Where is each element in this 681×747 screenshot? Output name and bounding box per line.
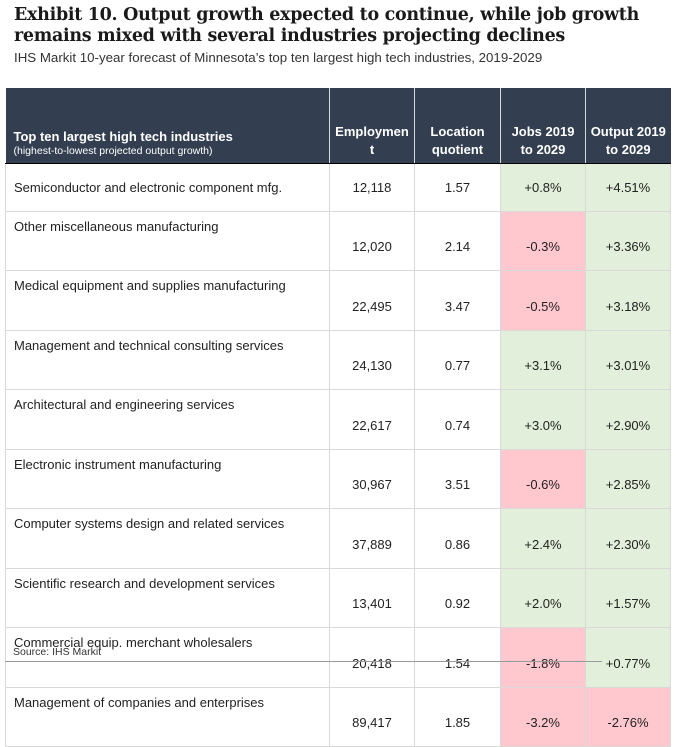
- table-row: Computer systems design and related serv…: [5, 508, 671, 569]
- jobs-change-cell: -0.3%: [500, 210, 586, 271]
- output-change-cell: +3.01%: [585, 329, 671, 390]
- industry-cell: Medical equipment and supplies manufactu…: [5, 270, 330, 331]
- employment-cell: 24,130: [329, 329, 415, 390]
- header-employment-label: Employmen t: [335, 124, 409, 157]
- location-quotient-cell: 1.54: [414, 627, 501, 688]
- location-quotient-cell: 0.86: [414, 508, 501, 569]
- output-change-cell: +2.85%: [585, 448, 671, 509]
- table-row: Management of companies and enterprises 8…: [5, 686, 671, 747]
- output-change-cell: +0.77%: [585, 627, 671, 688]
- location-quotient-cell: 0.92: [414, 567, 501, 628]
- industry-cell: Management of companies and enterprises: [5, 686, 330, 747]
- header-output-label: Output 2019 to 2029: [590, 124, 666, 157]
- header-jobs: Jobs 2019 to 2029: [500, 88, 586, 164]
- source-note: Source: IHS Markit: [13, 646, 102, 658]
- location-quotient-cell: 2.14: [414, 210, 501, 271]
- jobs-change-cell: +3.0%: [500, 389, 586, 450]
- industries-table: Top ten largest high tech industries (hi…: [5, 88, 671, 747]
- exhibit-title: Exhibit 10. Output growth expected to co…: [14, 5, 640, 46]
- employment-cell: 89,417: [329, 686, 415, 747]
- table-row: Electronic instrument manufacturing 30,96…: [5, 448, 671, 509]
- header-output: Output 2019 to 2029: [585, 88, 671, 164]
- table-row: Architectural and engineering services 22…: [5, 389, 671, 450]
- output-change-cell: +2.90%: [585, 389, 671, 450]
- jobs-change-cell: -0.6%: [500, 448, 586, 509]
- table-row: Medical equipment and supplies manufactu…: [5, 270, 671, 331]
- jobs-change-cell: +2.4%: [500, 508, 586, 569]
- table-body: Semiconductor and electronic component m…: [5, 163, 671, 747]
- output-change-cell: +3.18%: [585, 270, 671, 331]
- header-location-quotient: Location quotient: [414, 88, 501, 164]
- table-header-row: Top ten largest high tech industries (hi…: [5, 88, 671, 164]
- industry-cell: Semiconductor and electronic component m…: [5, 163, 330, 212]
- industry-cell: Management and technical consulting serv…: [5, 329, 330, 390]
- employment-cell: 12,118: [329, 163, 415, 212]
- header-industry-subtitle: (highest-to-lowest projected output grow…: [13, 145, 213, 157]
- jobs-change-cell: -3.2%: [500, 686, 586, 747]
- header-location-quotient-label: Location quotient: [430, 124, 485, 157]
- jobs-change-cell: +3.1%: [500, 329, 586, 390]
- location-quotient-cell: 3.51: [414, 448, 501, 509]
- output-change-cell: +4.51%: [585, 163, 671, 212]
- source-divider: [5, 661, 602, 662]
- output-change-cell: -2.76%: [585, 686, 671, 747]
- industry-cell: Computer systems design and related serv…: [5, 508, 330, 569]
- location-quotient-cell: 3.47: [414, 270, 501, 331]
- output-change-cell: +3.36%: [585, 210, 671, 271]
- exhibit-subtitle: IHS Markit 10-year forecast of Minnesota…: [14, 50, 543, 65]
- location-quotient-cell: 1.57: [414, 163, 501, 212]
- table-row: Commercial equip. merchant wholesalers 20…: [5, 627, 671, 688]
- jobs-change-cell: +0.8%: [500, 163, 586, 212]
- table-row: Scientific research and development serv…: [5, 567, 671, 628]
- output-change-cell: +2.30%: [585, 508, 671, 569]
- output-change-cell: +1.57%: [585, 567, 671, 628]
- industry-cell: Architectural and engineering services: [5, 389, 330, 450]
- header-jobs-label: Jobs 2019 to 2029: [511, 124, 575, 157]
- header-industry: Top ten largest high tech industries (hi…: [5, 88, 330, 164]
- jobs-change-cell: +2.0%: [500, 567, 586, 628]
- industry-cell: Electronic instrument manufacturing: [5, 448, 330, 509]
- jobs-change-cell: -1.8%: [500, 627, 586, 688]
- location-quotient-cell: 1.85: [414, 686, 501, 747]
- employment-cell: 30,967: [329, 448, 415, 509]
- header-employment: Employmen t: [329, 88, 415, 164]
- industry-cell: Other miscellaneous manufacturing: [5, 210, 330, 271]
- header-industry-title: Top ten largest high tech industries: [13, 129, 233, 144]
- employment-cell: 22,617: [329, 389, 415, 450]
- table-row: Management and technical consulting serv…: [5, 329, 671, 390]
- table-row: Semiconductor and electronic component m…: [5, 163, 671, 212]
- employment-cell: 13,401: [329, 567, 415, 628]
- location-quotient-cell: 0.77: [414, 329, 501, 390]
- location-quotient-cell: 0.74: [414, 389, 501, 450]
- employment-cell: 37,889: [329, 508, 415, 569]
- jobs-change-cell: -0.5%: [500, 270, 586, 331]
- employment-cell: 20,418: [329, 627, 415, 688]
- employment-cell: 22,495: [329, 270, 415, 331]
- employment-cell: 12,020: [329, 210, 415, 271]
- table-row: Other miscellaneous manufacturing 12,020 2…: [5, 210, 671, 271]
- industry-cell: Scientific research and development serv…: [5, 567, 330, 628]
